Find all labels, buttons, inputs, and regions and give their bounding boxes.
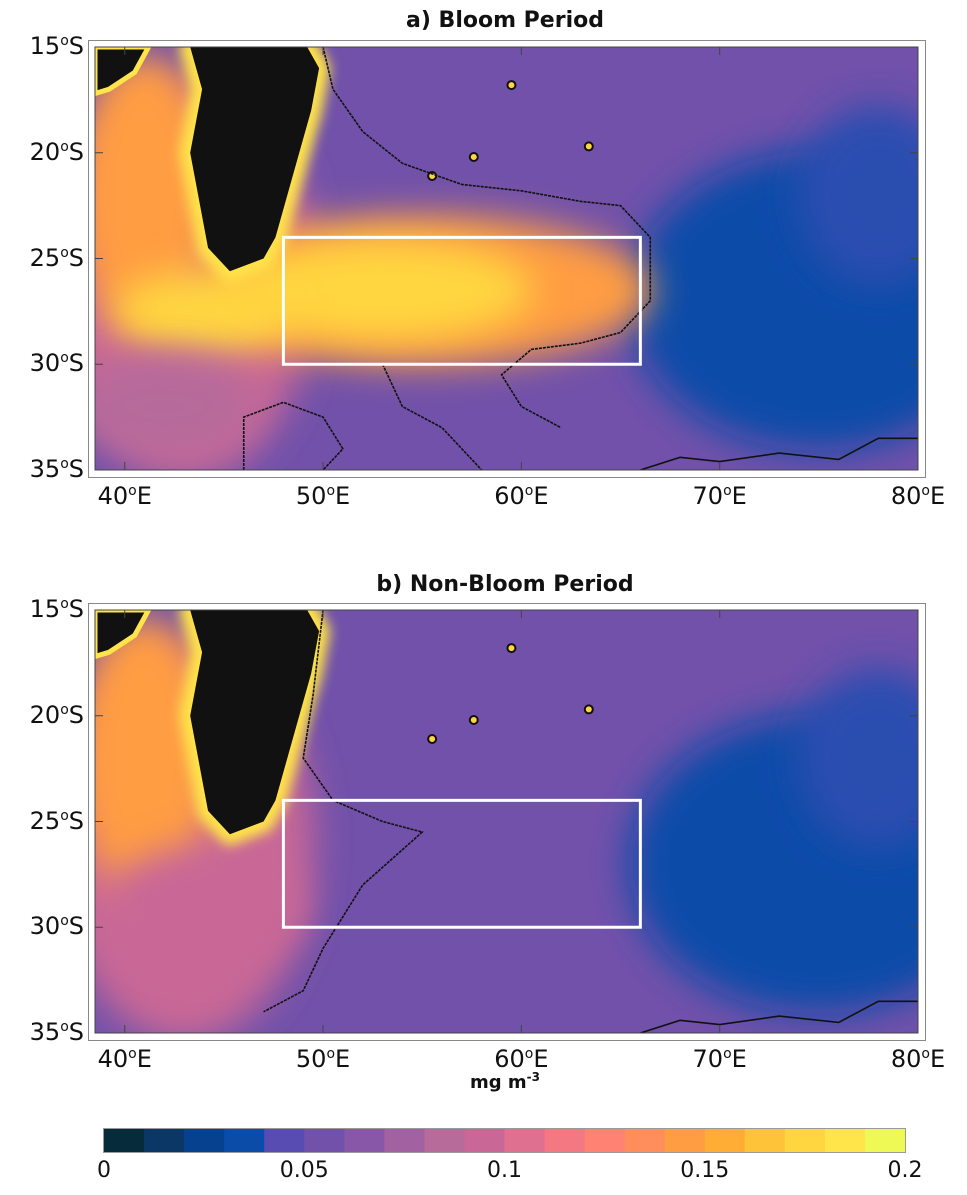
island <box>468 714 479 725</box>
map-panel-bloom <box>88 40 926 478</box>
colorbar-swatch <box>784 1129 826 1152</box>
colorbar-tick-label: 0 <box>97 1158 111 1183</box>
x-tick-label: 60oE <box>494 482 549 510</box>
colorbar-tick-label: 0.05 <box>279 1158 329 1183</box>
y-tick-label: 20oS <box>29 700 84 729</box>
contour-line <box>322 47 652 429</box>
colorbar-units-exponent: -3 <box>526 1070 540 1084</box>
colorbar-tick-label: 0.1 <box>487 1158 522 1183</box>
x-tick-label: 60oE <box>494 1045 549 1073</box>
y-tick-label: 15oS <box>29 32 84 60</box>
colorbar-swatch <box>864 1129 906 1152</box>
colorbar-swatch <box>704 1129 746 1152</box>
colorbar-swatch <box>504 1129 546 1152</box>
panel-a-title: a) Bloom Period <box>406 8 604 33</box>
y-tick-label: 25oS <box>29 806 84 835</box>
island <box>427 734 438 745</box>
x-tick-label: 70oE <box>692 1045 747 1073</box>
madagascar-land <box>190 610 320 835</box>
colorbar <box>103 1128 906 1153</box>
colorbar-swatch <box>624 1129 666 1152</box>
colorbar-swatch <box>264 1129 305 1152</box>
colorbar-swatch <box>544 1129 586 1152</box>
colorbar-swatch <box>464 1129 505 1152</box>
africa-land <box>95 610 152 660</box>
contour-line <box>640 1000 918 1033</box>
x-tick-label: 50oE <box>295 482 351 510</box>
study-region-box <box>281 235 642 366</box>
y-tick-label: 35oS <box>29 455 84 483</box>
island <box>506 643 517 654</box>
study-region-box <box>281 798 642 929</box>
colorbar-swatch <box>424 1129 465 1152</box>
africa-land <box>95 47 152 97</box>
chlorophyll-field <box>95 610 918 1033</box>
y-tick-label: 20oS <box>29 137 84 166</box>
colorbar-swatch <box>224 1129 265 1152</box>
contour-line <box>263 610 424 1013</box>
y-tick-label: 25oS <box>29 243 84 272</box>
colorbar-units: mg m <box>469 1072 527 1093</box>
y-tick-label: 15oS <box>29 595 84 623</box>
colorbar-swatch <box>384 1129 425 1152</box>
contour-line <box>242 401 344 470</box>
colorbar-tick-label: 0.2 <box>887 1158 923 1183</box>
colorbar-swatch <box>344 1129 385 1152</box>
y-tick-label: 35oS <box>29 1018 84 1046</box>
island <box>583 704 594 715</box>
colorbar-tick-label: 0.15 <box>680 1158 730 1183</box>
colorbar-swatch <box>304 1129 345 1152</box>
x-tick-label: 70oE <box>692 482 747 510</box>
colorbar-label: mg m-3 <box>0 1070 967 1093</box>
colorbar-swatch <box>744 1129 786 1152</box>
x-tick-label: 40oE <box>97 1045 152 1073</box>
colorbar-swatch <box>184 1129 225 1152</box>
colorbar-swatch <box>584 1129 626 1152</box>
x-tick-label: 80oE <box>890 482 946 510</box>
x-tick-label: 40oE <box>97 482 152 510</box>
island <box>506 80 517 91</box>
x-tick-label: 50oE <box>295 1045 351 1073</box>
y-tick-label: 30oS <box>29 349 84 378</box>
colorbar-swatch <box>664 1129 706 1152</box>
colorbar-swatch <box>824 1129 866 1152</box>
x-tick-label: 80oE <box>890 1045 946 1073</box>
map-panel-non-bloom <box>88 603 926 1041</box>
island <box>583 141 594 152</box>
madagascar-land <box>190 47 320 272</box>
contour-line <box>381 363 483 470</box>
colorbar-swatch <box>104 1129 145 1152</box>
contour-line <box>640 437 918 470</box>
colorbar-border <box>103 1128 906 1153</box>
panel-b-title: b) Non-Bloom Period <box>376 572 634 597</box>
island <box>468 151 479 162</box>
colorbar-swatch <box>144 1129 185 1152</box>
y-tick-label: 30oS <box>29 912 84 941</box>
chlorophyll-field <box>95 47 918 470</box>
